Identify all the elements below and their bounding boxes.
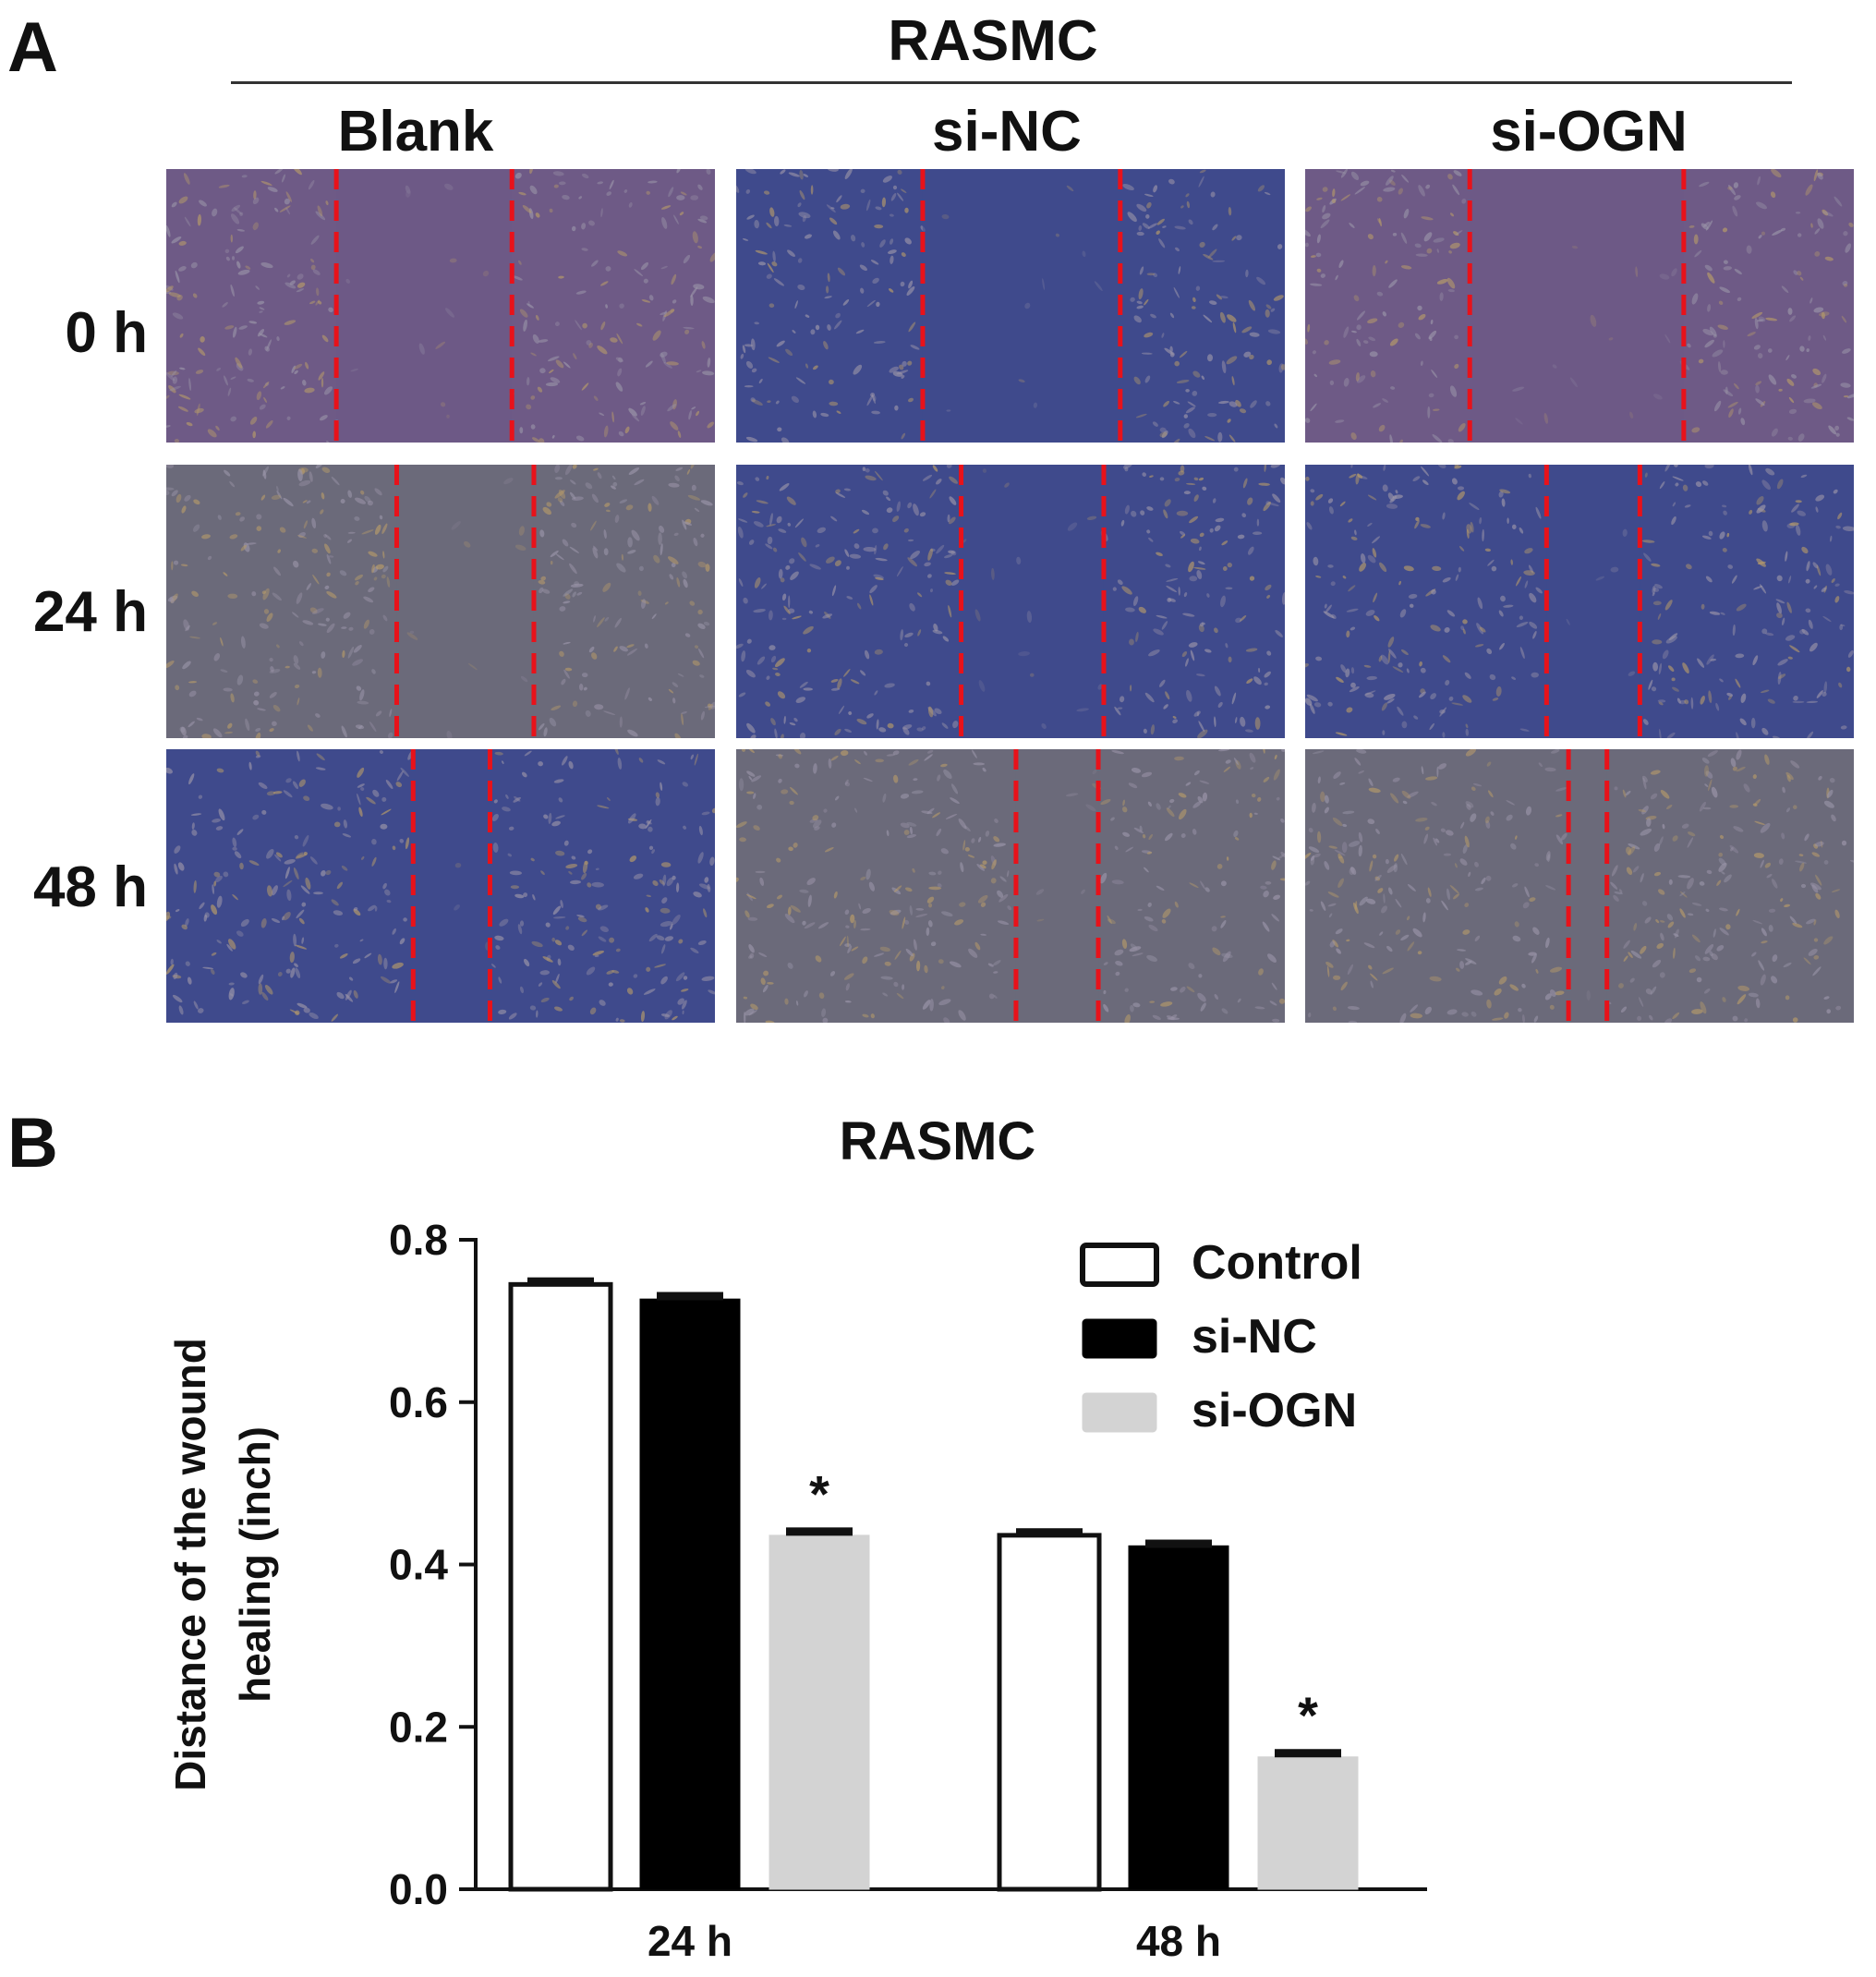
x-tick-label-1: 48 h [1136, 1917, 1221, 1965]
error-bar-si-OGN-48h [1275, 1749, 1341, 1758]
y-tick-label-2: 0.4 [389, 1541, 448, 1589]
error-bar-si-NC-24h [657, 1292, 723, 1301]
x-tick-label-0: 24 h [648, 1917, 732, 1965]
micrograph-2-2 [1305, 749, 1854, 1023]
legend-swatch-si-OGN [1082, 1392, 1157, 1433]
legend-label-Control: Control [1192, 1236, 1362, 1290]
column-header-si-nc: si-NC [932, 100, 1082, 164]
row-label-24h: 24 h [32, 580, 148, 644]
micrograph-0-1 [736, 169, 1285, 443]
chart-legend: Control si-NC si-OGN [1080, 1236, 1362, 1437]
panel-a-letter: A [7, 8, 58, 87]
panel-b-letter: B [7, 1104, 58, 1183]
bar-Control-24h [508, 1281, 613, 1892]
chart-axes: 0.0 0.2 0.4 0.6 0.8 24 h 48 h [389, 1216, 1427, 1965]
micrograph-0-0 [166, 169, 715, 443]
y-tick-label-1: 0.2 [389, 1703, 448, 1751]
y-tick-label-3: 0.6 [389, 1378, 448, 1426]
micrograph-2-1 [736, 749, 1285, 1023]
micrograph-1-2 [1305, 465, 1854, 738]
micrograph-2-0 [166, 749, 715, 1023]
bar-si-OGN-48h [1257, 1756, 1359, 1890]
y-tick-label-0: 0.0 [389, 1865, 448, 1913]
panel-a-title: RASMC [888, 9, 1098, 73]
bar-si-NC-24h [639, 1298, 741, 1890]
column-header-si-ogn: si-OGN [1490, 100, 1688, 164]
legend-label-si-OGN: si-OGN [1192, 1384, 1357, 1437]
row-label-0h: 0 h [65, 301, 148, 365]
bar-si-OGN-24h [769, 1534, 870, 1890]
legend-label-si-NC: si-NC [1192, 1310, 1317, 1364]
significance-marker-48h: * [1298, 1686, 1318, 1744]
chart-title: RASMC [840, 1111, 1036, 1171]
y-axis-label: Distance of the wound healing (inch) [166, 1338, 279, 1791]
panel-a-title-rule [231, 81, 1792, 84]
significance-marker-24h: * [809, 1464, 829, 1522]
error-bar-si-NC-48h [1145, 1539, 1212, 1548]
micrograph-0-2 [1305, 169, 1854, 443]
bar-Control-48h [997, 1533, 1102, 1892]
column-header-blank: Blank [337, 100, 494, 164]
legend-swatch-si-NC [1082, 1318, 1157, 1359]
micrograph-1-0 [166, 465, 715, 738]
legend-swatch-Control [1080, 1243, 1159, 1287]
y-tick-label-4: 0.8 [389, 1216, 448, 1264]
micrograph-1-1 [736, 465, 1285, 738]
error-bar-Control-24h [527, 1277, 594, 1286]
error-bar-si-OGN-24h [786, 1527, 853, 1536]
error-bar-Control-48h [1016, 1528, 1083, 1537]
bar-si-NC-48h [1128, 1545, 1229, 1890]
chart-bars: ** [508, 1277, 1359, 1892]
row-label-48h: 48 h [32, 855, 148, 919]
